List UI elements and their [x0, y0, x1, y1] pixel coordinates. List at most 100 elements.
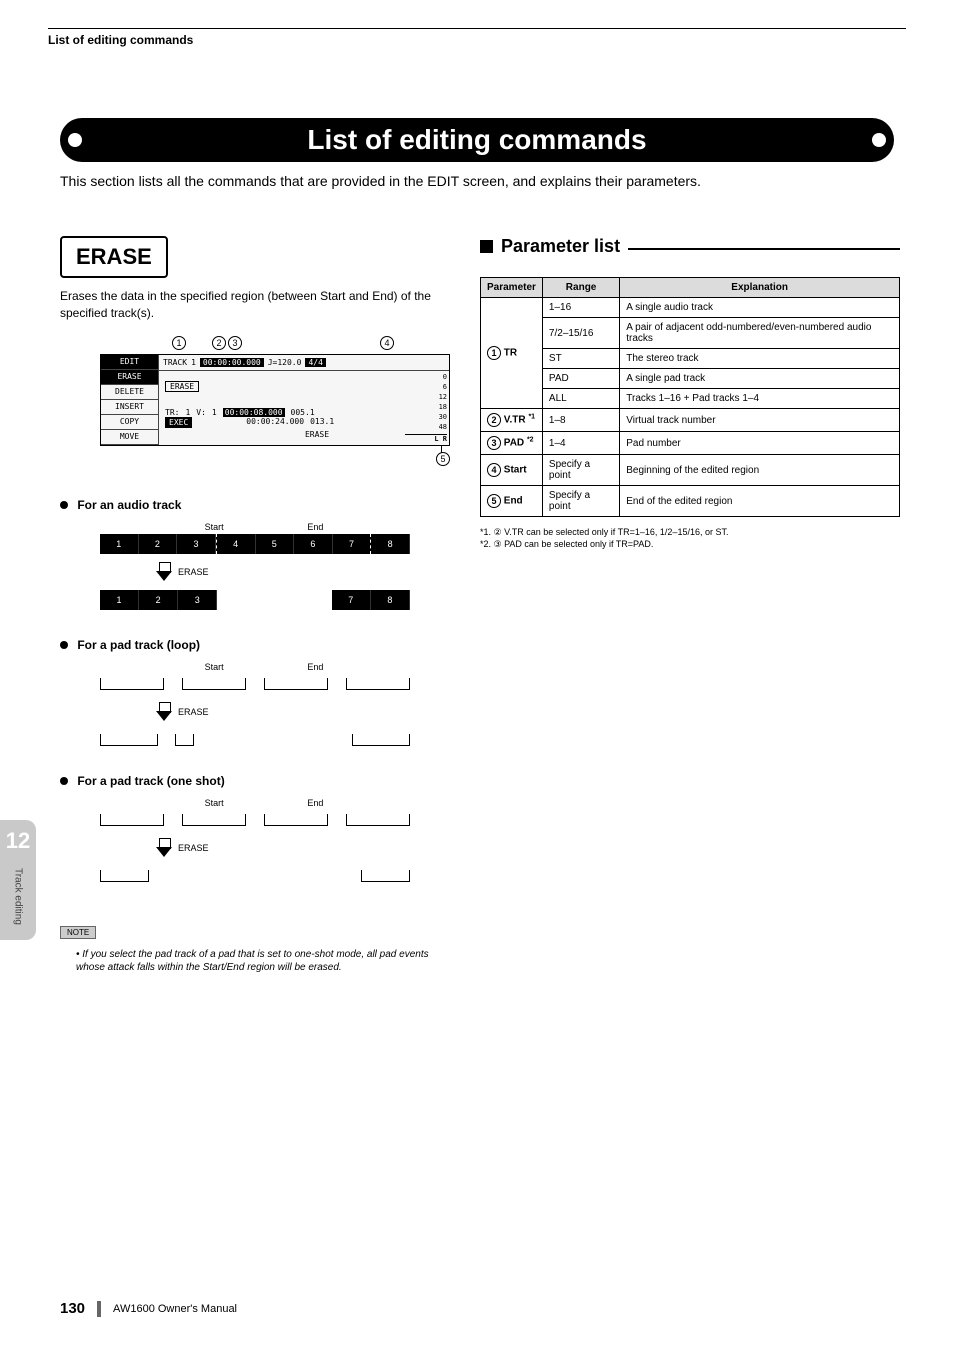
chapter-side-tab: 12 Track editing [0, 820, 36, 940]
lcd-ref5-row: 5 [100, 446, 450, 470]
expl-cell: Beginning of the edited region [620, 455, 900, 486]
table-row: 7/2–15/16 A pair of adjacent odd-numbere… [481, 318, 900, 349]
table-row: 3 PAD *2 1–4 Pad number [481, 432, 900, 455]
range-cell: 1–4 [542, 432, 619, 455]
arrow-down-icon [156, 562, 172, 582]
param-end-label: End [504, 496, 523, 507]
range-cell: ALL [542, 389, 619, 409]
one-start-label: Start [205, 798, 239, 808]
audio-arrow-row: ERASE [100, 554, 410, 590]
table-row: PAD A single pad track [481, 369, 900, 389]
ref-2: 2 [487, 413, 501, 427]
range-cell: 1–16 [542, 298, 619, 318]
footnote-2: *2. ③ PAD can be selected only if TR=PAD… [480, 539, 900, 551]
lcd-track-label: TRACK [163, 358, 187, 367]
cell-empty [256, 590, 294, 610]
ref-4: 4 [487, 463, 501, 477]
loop-arrow-label: ERASE [178, 707, 209, 717]
cell: 4 [216, 534, 256, 554]
chapter-label: Track editing [13, 868, 24, 925]
table-row: ALL Tracks 1–16 + Pad tracks 1–4 [481, 389, 900, 409]
loop-arrow-row: ERASE [100, 694, 410, 730]
lcd-center: ERASE TR: 1 V: 1 00:00:08.000 005.1 EXEC… [165, 381, 399, 439]
manual-title: AW1600 Owner's Manual [113, 1303, 237, 1315]
expl-cell: The stereo track [620, 349, 900, 369]
bullet-icon [60, 777, 68, 785]
footer-divider [97, 1301, 101, 1317]
arrow-down-icon [156, 702, 172, 722]
pad-oneshot-diagram: Start End ERASE [100, 798, 410, 882]
param-vtr: 2 V.TR *1 [481, 409, 543, 432]
cell-empty [217, 590, 255, 610]
expl-cell: Pad number [620, 432, 900, 455]
parameter-table: Parameter Range Explanation 1 TR 1–16 A … [480, 277, 900, 517]
lcd-time: 00:00:00.000 [200, 358, 264, 367]
lcd-tr-label: TR: [165, 408, 179, 417]
col-parameter: Parameter [481, 278, 543, 298]
table-row: ST The stereo track [481, 349, 900, 369]
loop-before-bars [100, 674, 410, 690]
lcd-exec: EXEC [165, 417, 192, 428]
loop-start-label: Start [205, 662, 239, 672]
loop-after-bars [100, 730, 410, 746]
cell: 1 [100, 590, 139, 610]
bullet-icon [60, 501, 68, 509]
lcd-top-bar: TRACK 1 00:00:00.000 J=120.0 4/4 [159, 355, 449, 371]
intro-text: This section lists all the commands that… [60, 172, 894, 192]
scale-lr: L R [405, 434, 447, 443]
page-number: 130 [60, 1300, 85, 1317]
lcd-tr-val: 1 [185, 408, 190, 417]
note-text-content: If you select the pad track of a pad tha… [76, 949, 429, 973]
cell: 1 [100, 534, 139, 554]
lcd-tab-insert: INSERT [101, 400, 158, 415]
ref-2: 2 [212, 336, 226, 350]
expl-cell: A pair of adjacent odd-numbered/even-num… [620, 318, 900, 349]
note-text: • If you select the pad track of a pad t… [60, 948, 460, 974]
page-footer: 130 AW1600 Owner's Manual [60, 1300, 237, 1317]
cell-empty [294, 590, 332, 610]
cell: 2 [139, 590, 178, 610]
audio-row-after: 1 2 3 7 8 [100, 590, 410, 610]
one-arrow-row: ERASE [100, 830, 410, 866]
cell: 7 [332, 590, 371, 610]
square-icon [480, 240, 493, 253]
ref-1: 1 [172, 336, 186, 350]
pad-oneshot-heading: For a pad track (one shot) [60, 774, 460, 788]
ref-5: 5 [487, 494, 501, 508]
pad-loop-heading-text: For a pad track (loop) [77, 638, 200, 652]
cell: 7 [333, 534, 372, 554]
lcd-meas1: 005.1 [291, 408, 315, 417]
expl-cell: A single pad track [620, 369, 900, 389]
one-after-bars [100, 866, 410, 882]
param-start-label: Start [504, 465, 527, 476]
one-end-label: End [307, 798, 341, 808]
erase-heading: ERASE [60, 236, 168, 278]
lcd-meas2: 013.1 [310, 417, 334, 428]
param-pad: 3 PAD *2 [481, 432, 543, 455]
arrow-down-icon [156, 838, 172, 858]
right-column: Parameter list Parameter Range Explanati… [480, 236, 900, 550]
cell: 8 [371, 590, 410, 610]
parameter-list-heading-text: Parameter list [501, 236, 620, 257]
note-flag: NOTE [60, 926, 96, 939]
expl-cell: End of the edited region [620, 486, 900, 517]
scale-0: 0 [405, 373, 447, 381]
lcd-reference-labels: 1 2 3 4 [140, 336, 450, 354]
audio-end-label: End [307, 522, 341, 532]
lcd-st: 00:00:08.000 [223, 408, 285, 417]
param-start: 4 Start [481, 455, 543, 486]
table-row: 4 Start Specify a point Beginning of the… [481, 455, 900, 486]
range-cell: PAD [542, 369, 619, 389]
audio-arrow-label: ERASE [178, 567, 209, 577]
param-tr-label: TR [504, 348, 517, 359]
table-footnotes: *1. ② V.TR can be selected only if TR=1–… [480, 527, 900, 550]
ref-5: 5 [436, 452, 450, 466]
lcd-tab-delete: DELETE [101, 385, 158, 400]
lcd-tab-edit: EDIT [101, 355, 158, 370]
lcd-bottom: ERASE [235, 430, 399, 439]
lcd-v-label: V: [196, 408, 206, 417]
audio-track-diagram: Start End 1 2 3 4 5 6 7 8 ERASE 1 2 3 [100, 522, 410, 610]
lcd-tab-erase: ERASE [101, 370, 158, 385]
range-cell: 1–8 [542, 409, 619, 432]
cell: 5 [256, 534, 295, 554]
